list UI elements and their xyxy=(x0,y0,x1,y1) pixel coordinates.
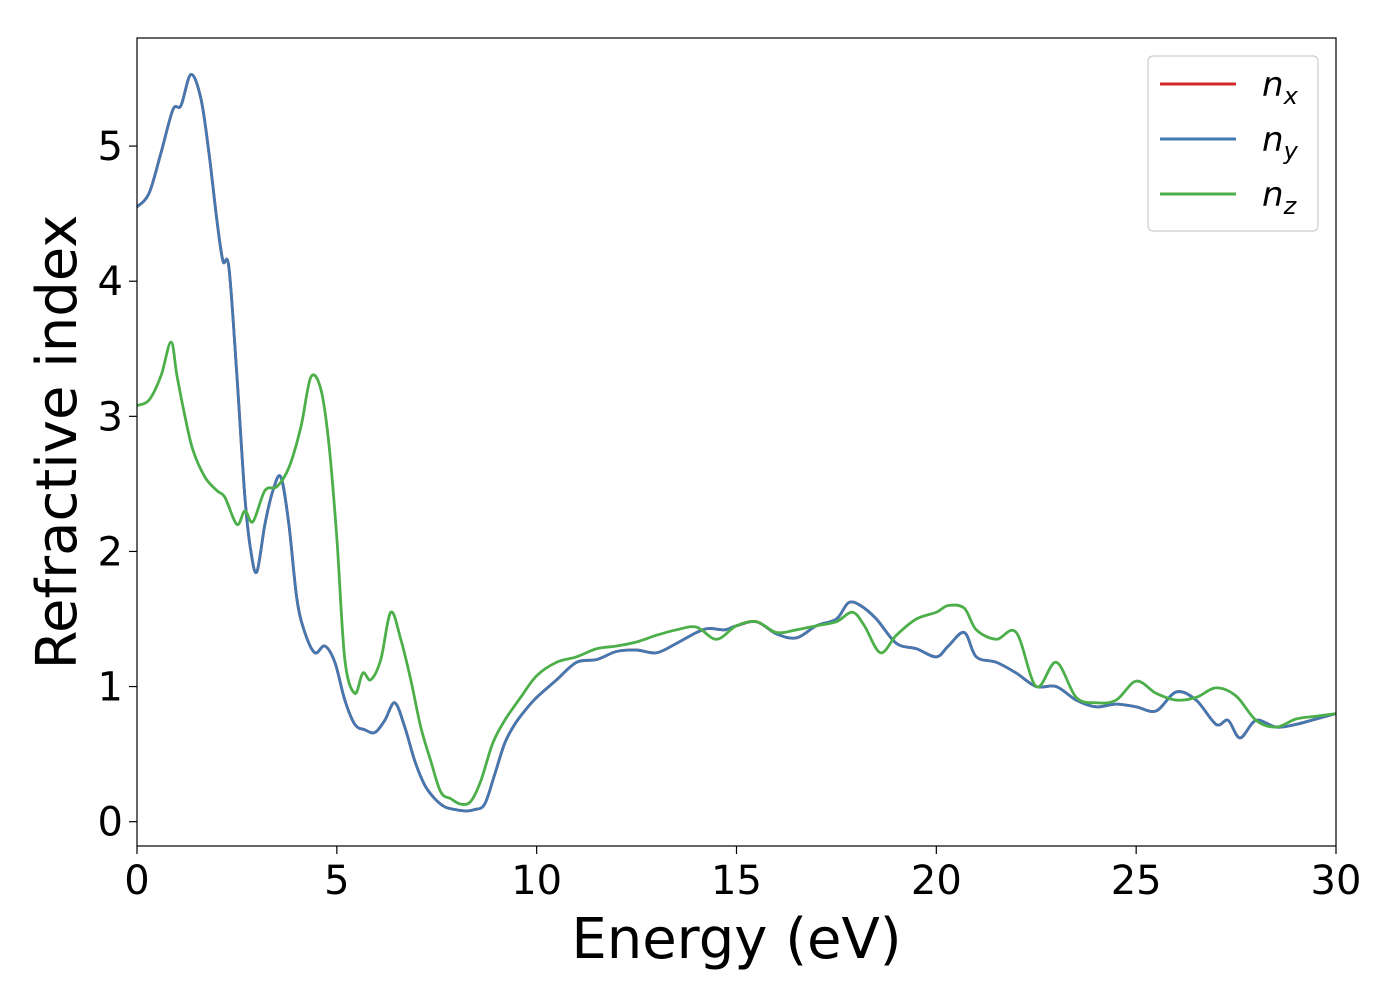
x-tick-label: 25 xyxy=(1111,858,1162,904)
x-tick-label: 15 xyxy=(711,858,762,904)
series-layer xyxy=(137,73,1336,813)
x-tick-label: 5 xyxy=(324,858,349,904)
y-tick-label: 4 xyxy=(98,259,123,305)
legend-label-y: ny xyxy=(1262,120,1299,165)
x-tick-label: 20 xyxy=(911,858,962,904)
legend-label-z: nz xyxy=(1262,175,1298,220)
x-tick-label: 10 xyxy=(511,858,562,904)
series-line-z xyxy=(137,340,1336,806)
legend-box xyxy=(1147,55,1319,232)
series-line-y xyxy=(137,73,1336,813)
y-tick-label: 2 xyxy=(98,529,123,575)
x-tick-label: 0 xyxy=(124,858,149,904)
ticks-layer: 0 5 10 15 20 25 30 0 1 2 3 4 5 xyxy=(98,124,1362,904)
y-tick-label: 5 xyxy=(98,124,123,170)
x-axis-label: Energy (eV) xyxy=(571,907,901,972)
y-axis-label: Refractive index xyxy=(25,215,90,670)
y-tick-label: 3 xyxy=(98,394,123,440)
x-tick-label: 30 xyxy=(1311,858,1362,904)
y-tick-label: 1 xyxy=(98,665,123,711)
legend-label-x: nx xyxy=(1262,65,1299,110)
y-tick-label: 0 xyxy=(98,800,123,846)
legend: nx ny nz xyxy=(1147,55,1319,232)
